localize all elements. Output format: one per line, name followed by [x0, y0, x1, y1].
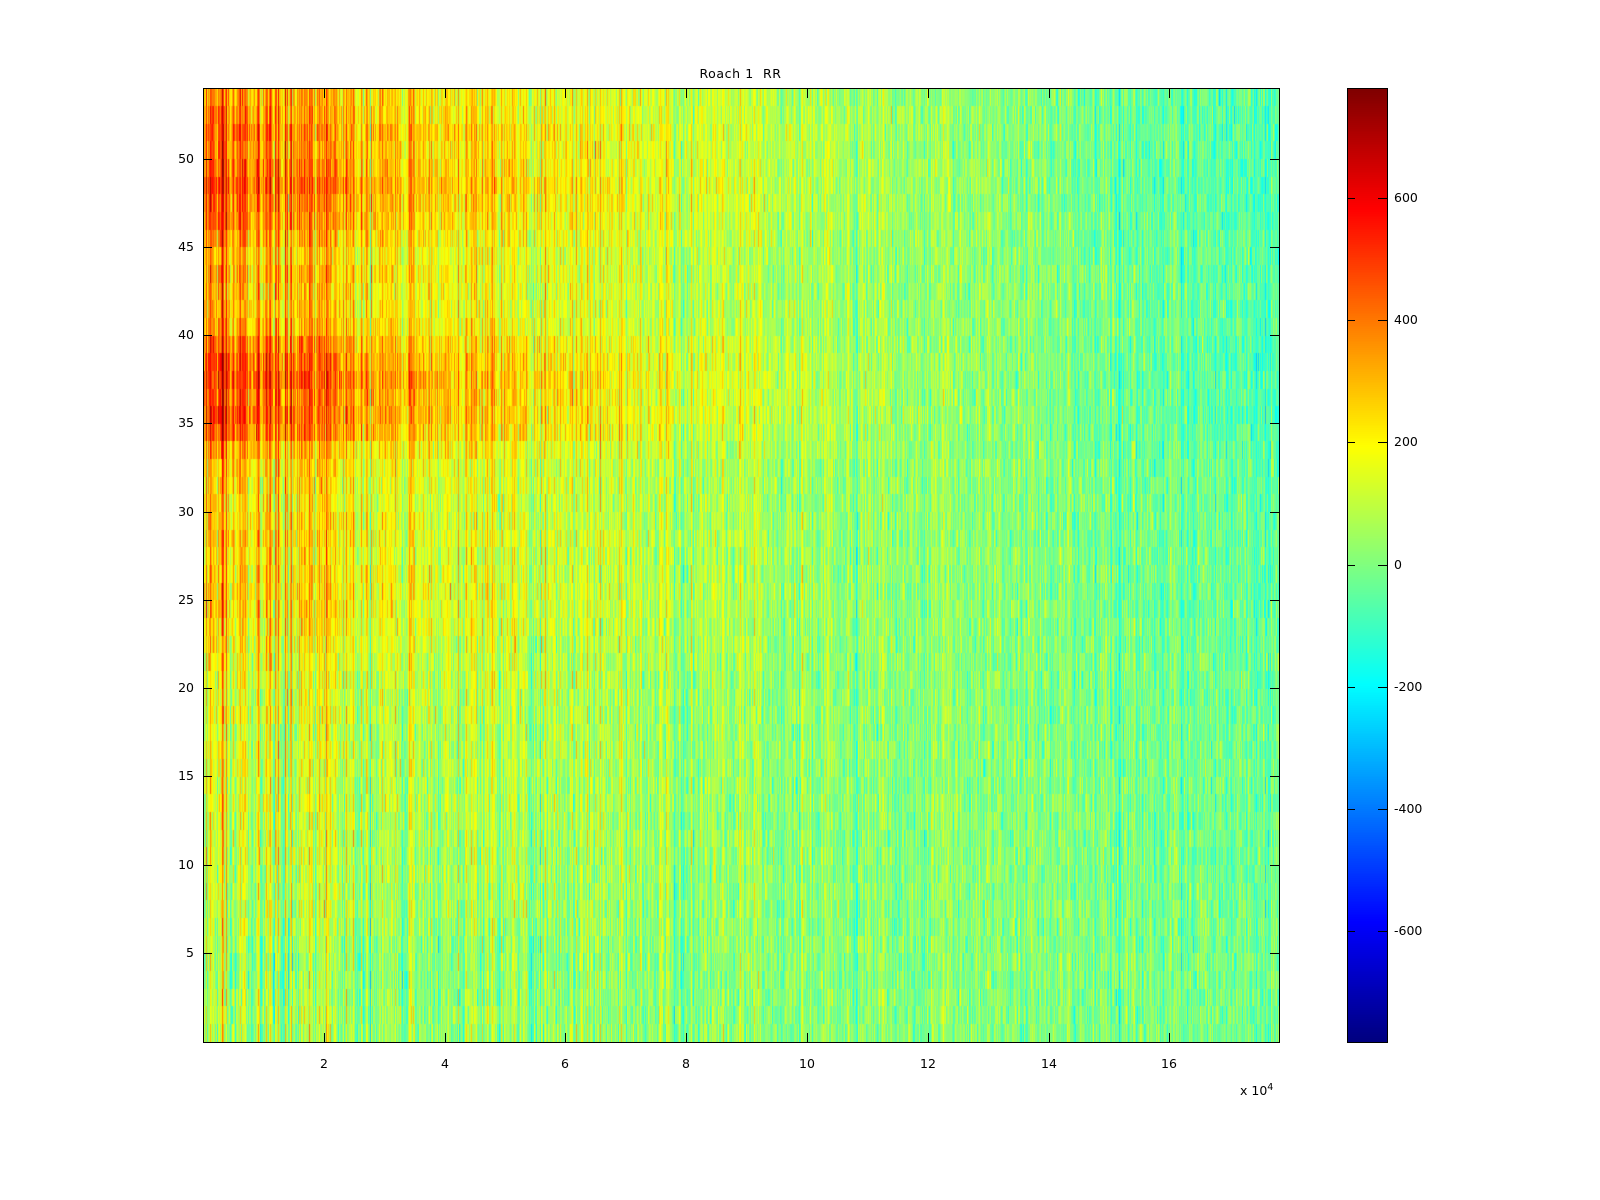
x-tick-mark: [565, 1033, 566, 1042]
colorbar-tick-right: [1378, 198, 1387, 199]
x-tick-mark-top: [445, 89, 446, 98]
colorbar-tick-label: -400: [1394, 801, 1423, 816]
y-tick-mark-right: [1270, 159, 1279, 160]
colorbar-tick-label: 600: [1394, 190, 1418, 205]
y-tick-mark-right: [1270, 865, 1279, 866]
y-tick-mark: [203, 865, 212, 866]
x-tick-mark: [1169, 1033, 1170, 1042]
y-tick-mark: [203, 247, 212, 248]
colorbar-tick-left: [1347, 320, 1355, 321]
y-tick-mark: [203, 512, 212, 513]
y-tick-mark: [203, 335, 212, 336]
x-tick-mark: [1049, 1033, 1050, 1042]
y-tick-mark: [203, 776, 212, 777]
y-tick-label: 30: [178, 504, 194, 519]
colorbar-tick-left: [1347, 565, 1355, 566]
colorbar-tick-right: [1378, 687, 1387, 688]
x-axis-exponent-base: x 10: [1240, 1083, 1268, 1099]
colorbar-tick-left: [1347, 442, 1355, 443]
y-tick-label: 35: [178, 415, 194, 430]
x-tick-label: 8: [682, 1056, 690, 1071]
x-tick-mark-top: [686, 89, 687, 98]
y-tick-mark-right: [1270, 247, 1279, 248]
x-tick-mark-top: [1049, 89, 1050, 98]
x-tick-mark: [445, 1033, 446, 1042]
colorbar-tick-label: 200: [1394, 434, 1418, 449]
colorbar-tick-right: [1378, 931, 1387, 932]
colorbar-tick-left: [1347, 687, 1355, 688]
page-title: Roach 1 RR: [699, 66, 782, 81]
colorbar-tick-left: [1347, 809, 1355, 810]
x-tick-mark: [686, 1033, 687, 1042]
y-tick-mark-right: [1270, 953, 1279, 954]
y-tick-label: 5: [186, 945, 194, 960]
y-tick-mark: [203, 600, 212, 601]
colorbar-tick-right: [1378, 320, 1387, 321]
colorbar-tick-label: -600: [1394, 923, 1423, 938]
colorbar-tick-left: [1347, 198, 1355, 199]
heatmap-image: [204, 89, 1279, 1042]
colorbar-tick-right: [1378, 442, 1387, 443]
heatmap-axes: [203, 88, 1280, 1043]
y-tick-label: 50: [178, 151, 194, 166]
x-tick-label: 12: [920, 1056, 936, 1071]
x-tick-label: 2: [320, 1056, 328, 1071]
y-tick-mark-right: [1270, 600, 1279, 601]
y-tick-mark-right: [1270, 512, 1279, 513]
y-tick-mark: [203, 953, 212, 954]
y-tick-mark-right: [1270, 776, 1279, 777]
x-tick-mark-top: [1169, 89, 1170, 98]
y-tick-label: 40: [178, 327, 194, 342]
x-tick-mark: [807, 1033, 808, 1042]
colorbar-tick-right: [1378, 809, 1387, 810]
x-tick-mark-top: [565, 89, 566, 98]
x-tick-label: 4: [441, 1056, 449, 1071]
y-tick-mark: [203, 688, 212, 689]
y-tick-mark-right: [1270, 423, 1279, 424]
colorbar-tick-right: [1378, 565, 1387, 566]
x-tick-label: 14: [1041, 1056, 1057, 1071]
y-tick-label: 45: [178, 239, 194, 254]
y-tick-label: 20: [178, 680, 194, 695]
y-tick-label: 15: [178, 768, 194, 783]
y-tick-mark: [203, 159, 212, 160]
y-tick-mark-right: [1270, 335, 1279, 336]
colorbar-tick-label: 400: [1394, 312, 1418, 327]
x-tick-label: 16: [1161, 1056, 1177, 1071]
x-tick-label: 10: [799, 1056, 815, 1071]
y-tick-label: 10: [178, 857, 194, 872]
y-tick-mark: [203, 423, 212, 424]
x-tick-label: 6: [561, 1056, 569, 1071]
x-tick-mark-top: [324, 89, 325, 98]
y-tick-label: 25: [178, 592, 194, 607]
x-tick-mark: [928, 1033, 929, 1042]
x-axis-exponent-power: 4: [1267, 1082, 1274, 1093]
x-tick-mark-top: [928, 89, 929, 98]
colorbar-tick-label: -200: [1394, 679, 1423, 694]
y-tick-mark-right: [1270, 688, 1279, 689]
colorbar-tick-left: [1347, 931, 1355, 932]
colorbar-tick-label: 0: [1394, 557, 1402, 572]
x-axis-exponent: x 104: [1240, 1082, 1273, 1098]
x-tick-mark: [324, 1033, 325, 1042]
x-tick-mark-top: [807, 89, 808, 98]
